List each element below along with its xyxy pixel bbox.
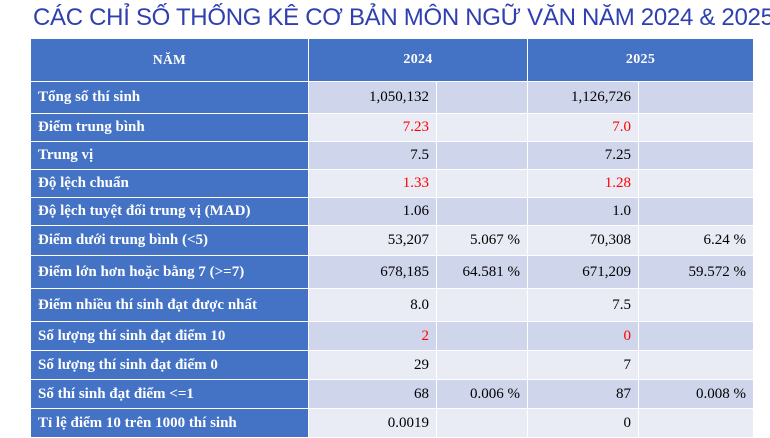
percent-2024: 5.067 %: [435, 225, 529, 256]
value-2025: 1.28: [527, 169, 640, 198]
row-label: Số thí sinh đạt điểm <=1: [30, 379, 309, 409]
row-label: Số lượng thí sinh đạt điểm 0: [30, 350, 309, 380]
percent-2025: [638, 169, 755, 198]
year-2024-header: 2024: [307, 38, 529, 82]
value-2025: 7.0: [527, 113, 640, 142]
page-title: CÁC CHỈ SỐ THỐNG KÊ CƠ BẢN MÔN NGỮ VĂN N…: [33, 4, 770, 31]
table-row: Số thí sinh đạt điểm <=1 68 0.006 % 87 0…: [30, 379, 755, 409]
value-2024: 2: [308, 321, 437, 351]
percent-2024: 0.006 %: [435, 379, 529, 409]
percent-2024: [435, 113, 529, 142]
percent-2024: [435, 197, 529, 226]
row-label: Điểm trung bình: [30, 113, 309, 142]
year-2025-header: 2025: [527, 38, 755, 82]
value-2024: 68: [308, 379, 437, 409]
row-label: Tỉ lệ điểm 10 trên 1000 thí sinh: [30, 408, 309, 438]
table-row: Tổng số thí sinh 1,050,132 1,126,726: [30, 81, 755, 114]
value-2024: 1.33: [308, 169, 437, 198]
value-2024: 8.0: [308, 288, 437, 322]
row-label: Số lượng thí sinh đạt điểm 10: [30, 321, 309, 351]
row-label: Điểm dưới trung bình (<5): [30, 225, 309, 256]
table-row: Trung vị 7.5 7.25: [30, 141, 755, 170]
percent-2025: 0.008 %: [638, 379, 755, 409]
value-2024: 29: [308, 350, 437, 380]
percent-2025: [638, 197, 755, 226]
percent-2025: [638, 408, 755, 438]
percent-2024: [435, 408, 529, 438]
value-2025: 0: [527, 321, 640, 351]
percent-2024: [435, 169, 529, 198]
row-label: Trung vị: [30, 141, 309, 170]
table-row: Tỉ lệ điểm 10 trên 1000 thí sinh 0.0019 …: [30, 408, 755, 438]
value-2024: 678,185: [308, 255, 437, 289]
table-row: Độ lệch chuẩn 1.33 1.28: [30, 169, 755, 198]
value-2024: 0.0019: [308, 408, 437, 438]
value-2024: 7.5: [308, 141, 437, 170]
value-2025: 87: [527, 379, 640, 409]
table-header-row: NĂM 2024 2025: [30, 38, 755, 82]
table-row: Điểm nhiều thí sinh đạt được nhất 8.0 7.…: [30, 288, 755, 322]
value-2025: 7.25: [527, 141, 640, 170]
percent-2025: [638, 113, 755, 142]
row-label: Tổng số thí sinh: [30, 81, 309, 114]
value-2025: 1.0: [527, 197, 640, 226]
value-2025: 671,209: [527, 255, 640, 289]
table-row: Số lượng thí sinh đạt điểm 10 2 0: [30, 321, 755, 351]
percent-2024: [435, 81, 529, 114]
table-row: Điểm lớn hơn hoặc bằng 7 (>=7) 678,185 6…: [30, 255, 755, 289]
percent-2024: [435, 321, 529, 351]
table-row: Số lượng thí sinh đạt điểm 0 29 7: [30, 350, 755, 380]
percent-2025: [638, 321, 755, 351]
value-2025: 1,126,726: [527, 81, 640, 114]
percent-2024: [435, 141, 529, 170]
percent-2024: 64.581 %: [435, 255, 529, 289]
table-row: Độ lệch tuyệt đối trung vị (MAD) 1.06 1.…: [30, 197, 755, 226]
row-label: Độ lệch tuyệt đối trung vị (MAD): [30, 197, 309, 226]
value-2024: 1,050,132: [308, 81, 437, 114]
value-2025: 70,308: [527, 225, 640, 256]
percent-2024: [435, 288, 529, 322]
row-label: Độ lệch chuẩn: [30, 169, 309, 198]
percent-2025: [638, 288, 755, 322]
value-2025: 7: [527, 350, 640, 380]
percent-2025: 6.24 %: [638, 225, 755, 256]
percent-2025: 59.572 %: [638, 255, 755, 289]
value-2024: 7.23: [308, 113, 437, 142]
percent-2024: [435, 350, 529, 380]
value-2024: 53,207: [308, 225, 437, 256]
table-row: Điểm trung bình 7.23 7.0: [30, 113, 755, 142]
percent-2025: [638, 141, 755, 170]
stats-table: NĂM 2024 2025 Tổng số thí sinh 1,050,132…: [30, 38, 755, 438]
row-label: Điểm lớn hơn hoặc bằng 7 (>=7): [30, 255, 309, 289]
percent-2025: [638, 81, 755, 114]
table-row: Điểm dưới trung bình (<5) 53,207 5.067 %…: [30, 225, 755, 256]
value-2025: 0: [527, 408, 640, 438]
value-2024: 1.06: [308, 197, 437, 226]
year-column-header: NĂM: [30, 38, 309, 82]
row-label: Điểm nhiều thí sinh đạt được nhất: [30, 288, 309, 322]
percent-2025: [638, 350, 755, 380]
value-2025: 7.5: [527, 288, 640, 322]
